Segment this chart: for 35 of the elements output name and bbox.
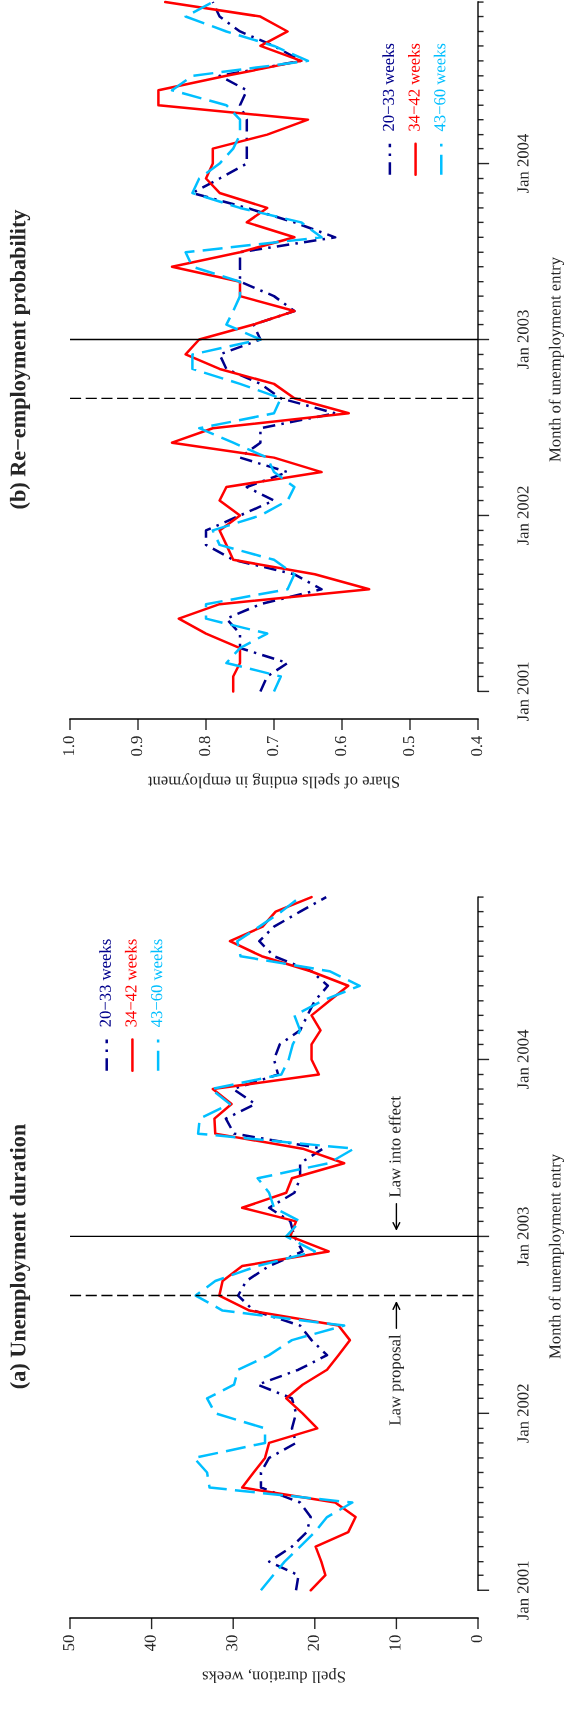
x-tick-label: 0.8 (198, 736, 211, 756)
x-axis-title: Spell duration, weeks (202, 1668, 345, 1684)
y-axis-title: Month of unemployment entry (548, 1154, 564, 1359)
text: 43−60 weeks (150, 939, 163, 1027)
y-tick-label: Jan 2003 (517, 1207, 529, 1266)
text: 34−42 weeks (408, 43, 420, 131)
annotation: Law into effect (388, 1096, 401, 1198)
y-tick-label: Jan 2003 (517, 310, 529, 370)
x-tick-label: 0.4 (470, 735, 483, 756)
x-tick-label: 0.5 (402, 736, 415, 756)
text: 20−33 weeks (99, 939, 111, 1027)
y-tick-label: Jan 2002 (517, 486, 529, 545)
text: 20−33 weeks (382, 43, 395, 131)
text: 34−42 weeks (124, 939, 137, 1027)
x-tick-label: 0.7 (266, 736, 279, 756)
x-axis-title: Share of spells ending in employment (147, 773, 400, 789)
y-tick-label: Jan 2001 (517, 662, 529, 721)
y-tick-label: Jan 2004 (517, 133, 529, 194)
annotation: Law proposal (388, 1334, 404, 1426)
text: (a) Unemployment duration (9, 1124, 31, 1389)
x-tick-label: 50 (62, 1635, 75, 1651)
x-tick-label: 20 (307, 1635, 319, 1651)
x-tick-label: 30 (226, 1635, 238, 1651)
x-tick-label: 1.0 (62, 736, 75, 756)
y-axis-title: Month of unemployment entry (548, 257, 564, 462)
text: 43−60 weeks (433, 43, 446, 132)
x-tick-label: 0.6 (334, 736, 347, 756)
x-tick-label: 0.9 (130, 736, 143, 756)
x-tick-label: 40 (144, 1635, 156, 1652)
x-tick-label: 0 (470, 1635, 483, 1643)
x-tick-label: 10 (389, 1635, 401, 1650)
y-tick-label: Jan 2004 (517, 1029, 529, 1089)
y-tick-label: Jan 2001 (517, 1561, 529, 1620)
text: (b) Re−employment probability (9, 209, 31, 509)
y-tick-label: Jan 2002 (517, 1384, 529, 1443)
